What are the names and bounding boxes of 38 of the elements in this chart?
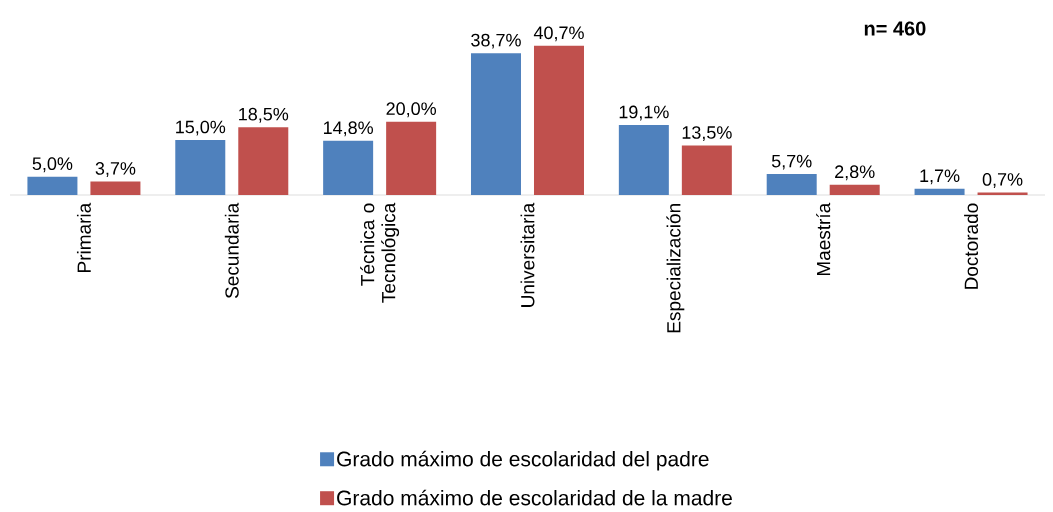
legend-label: Grado máximo de escolaridad de la madre <box>337 489 732 506</box>
x-tick-label: Maestría <box>816 202 831 276</box>
data-label: 40,7% <box>533 26 584 42</box>
data-label: 3,7% <box>95 162 136 177</box>
data-label: 13,5% <box>682 126 732 141</box>
bar <box>914 188 965 195</box>
data-label: 5,7% <box>771 154 812 170</box>
x-tick-label: Primaria <box>76 202 91 272</box>
data-label: 15,0% <box>176 120 226 136</box>
data-label: 2,8% <box>835 165 875 181</box>
bar <box>27 176 78 195</box>
data-label: 1,7% <box>920 169 960 185</box>
x-tick-label: Secundaria <box>224 202 239 299</box>
legend-label: Grado máximo de escolaridad del padre <box>337 450 709 471</box>
data-label: 5,0% <box>32 157 73 173</box>
bar <box>533 45 584 195</box>
bar <box>766 174 817 195</box>
bar <box>829 184 880 195</box>
text: n= 460 <box>864 21 926 36</box>
bar <box>618 124 669 195</box>
data-label: 38,7% <box>471 33 521 49</box>
bar <box>470 53 521 195</box>
x-tick-label: Doctorado <box>964 203 979 289</box>
bar <box>238 127 289 195</box>
x-tick-label: Universitaria <box>520 202 535 307</box>
bar <box>681 145 732 195</box>
bar <box>323 140 374 195</box>
bar <box>90 181 141 195</box>
x-tick-label: Especialización <box>666 204 685 333</box>
data-label: 19,1% <box>619 105 669 121</box>
bar <box>386 121 437 195</box>
x-tick-label: Técnica o Tecnológica <box>360 202 400 303</box>
bar <box>977 192 1028 195</box>
data-label: 0,7% <box>982 173 1023 188</box>
data-label: 18,5% <box>239 107 289 123</box>
data-label: 14,8% <box>323 121 373 137</box>
bar <box>175 140 226 195</box>
data-label: 20,0% <box>386 102 436 118</box>
